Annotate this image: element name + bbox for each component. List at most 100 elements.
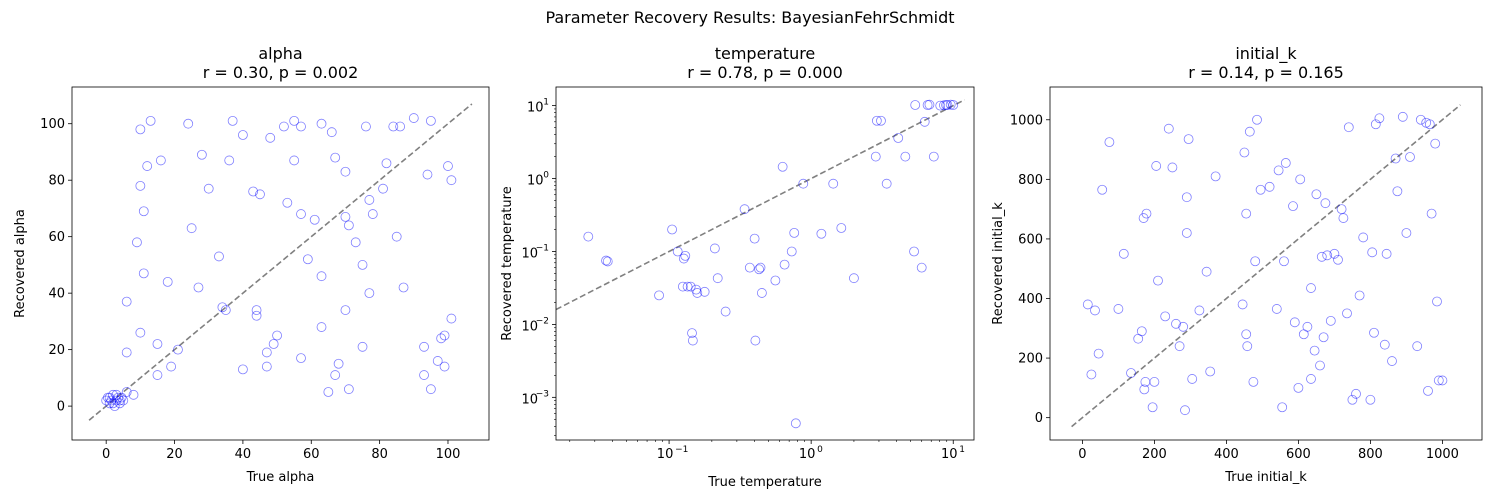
- scatter-point: [1097, 184, 1108, 195]
- scatter-point: [279, 121, 289, 132]
- scatter-point: [145, 115, 156, 126]
- scatter-point: [326, 127, 337, 138]
- y-tick-label: 10: [527, 174, 544, 189]
- scatter-point: [268, 339, 279, 349]
- scatter-point: [1237, 299, 1248, 310]
- y-axis-label: Recovered alpha: [13, 209, 28, 318]
- scatter-point: [654, 290, 664, 301]
- x-tick-label: 40: [235, 447, 252, 462]
- scatter-point: [1264, 181, 1275, 192]
- scatter-point: [1242, 341, 1253, 352]
- scatter-point: [1379, 339, 1390, 350]
- scatter-point: [364, 195, 375, 205]
- scatter-point: [1343, 122, 1354, 133]
- scatter-point: [309, 214, 320, 225]
- y-tick-label: 10: [521, 319, 538, 334]
- scatter-point: [1090, 305, 1100, 316]
- y-tick-label: 10: [521, 392, 538, 407]
- scatter-point: [1302, 321, 1313, 332]
- scatter-point: [871, 115, 882, 126]
- scatter-point: [900, 151, 911, 162]
- scatter-point: [1113, 304, 1124, 314]
- scatter-point: [238, 364, 248, 375]
- scatter-point: [910, 100, 921, 110]
- scatter-point: [1244, 126, 1255, 137]
- y-tick-exponent: 1: [543, 98, 549, 108]
- x-axis-label: True alpha: [246, 470, 315, 485]
- scatter-point: [1309, 345, 1320, 356]
- scatter-point: [1426, 208, 1437, 219]
- scatter-point: [687, 328, 697, 338]
- scatter-point: [1167, 162, 1178, 173]
- scatter-point: [330, 370, 341, 380]
- scatter-point: [916, 262, 927, 273]
- scatter-point: [919, 116, 930, 127]
- scatter-points: [583, 99, 959, 429]
- scatter-point: [924, 99, 935, 110]
- scatter-point: [1424, 119, 1435, 130]
- scatter-point: [446, 175, 457, 186]
- scatter-point: [1277, 402, 1288, 413]
- scatter-point: [1347, 394, 1358, 405]
- scatter-point: [104, 398, 115, 409]
- scatter-point: [113, 392, 124, 403]
- scatter-point: [1288, 201, 1298, 212]
- scatter-point: [1316, 251, 1327, 262]
- scatter-point: [685, 281, 696, 292]
- scatter-point: [135, 180, 146, 191]
- scatter-point: [1187, 374, 1198, 384]
- scatter-point: [789, 227, 800, 238]
- scatter-point: [942, 100, 953, 110]
- scatter-point: [408, 113, 419, 123]
- panel-title: alpha: [258, 44, 302, 63]
- x-tick-label: 200: [1142, 447, 1167, 462]
- scatter-point: [251, 310, 262, 321]
- scatter-point: [108, 398, 118, 409]
- x-tick-label: 1000: [1426, 447, 1459, 462]
- scatter-point: [1390, 153, 1401, 164]
- scatter-point: [1367, 247, 1378, 258]
- scatter-point: [152, 370, 163, 380]
- scatter-point: [166, 361, 177, 372]
- scatter-point: [1194, 305, 1205, 316]
- scatter-points: [1082, 111, 1448, 416]
- scatter-point: [828, 178, 839, 189]
- scatter-point: [779, 259, 790, 270]
- scatter-point: [749, 233, 760, 244]
- scatter-point: [432, 356, 443, 366]
- identity-line: [556, 99, 965, 311]
- scatter-point: [425, 384, 436, 395]
- scatter-point: [196, 149, 207, 160]
- scatter-point: [1151, 161, 1162, 171]
- scatter-point: [881, 178, 892, 189]
- scatter-point: [682, 281, 693, 292]
- scatter-point: [1311, 189, 1322, 200]
- y-tick-label: 100: [40, 117, 65, 132]
- scatter-point: [777, 161, 788, 172]
- scatter-point: [1279, 256, 1289, 267]
- scatter-point: [422, 169, 433, 180]
- scatter-point: [1241, 329, 1252, 340]
- scatter-point: [425, 115, 436, 126]
- scatter-point: [378, 183, 388, 194]
- scatter-point: [152, 339, 163, 349]
- scatter-point: [1160, 311, 1171, 322]
- scatter-point: [709, 243, 720, 254]
- scatter-point: [678, 253, 689, 264]
- scatter-point: [1252, 114, 1262, 125]
- scatter-point: [870, 151, 881, 162]
- scatter-point: [1255, 184, 1266, 195]
- scatter-point: [1432, 296, 1442, 307]
- panel-title: temperature: [715, 44, 816, 63]
- scatter-point: [323, 387, 334, 397]
- scatter-point: [116, 392, 127, 403]
- scatter-point: [1136, 326, 1147, 337]
- scatter-point: [330, 152, 341, 163]
- scatter-point: [1306, 283, 1316, 293]
- scatter-point: [790, 418, 801, 429]
- scatter-point: [744, 262, 755, 273]
- x-axis-label: True initial_k: [1224, 470, 1307, 485]
- scatter-point: [193, 282, 204, 293]
